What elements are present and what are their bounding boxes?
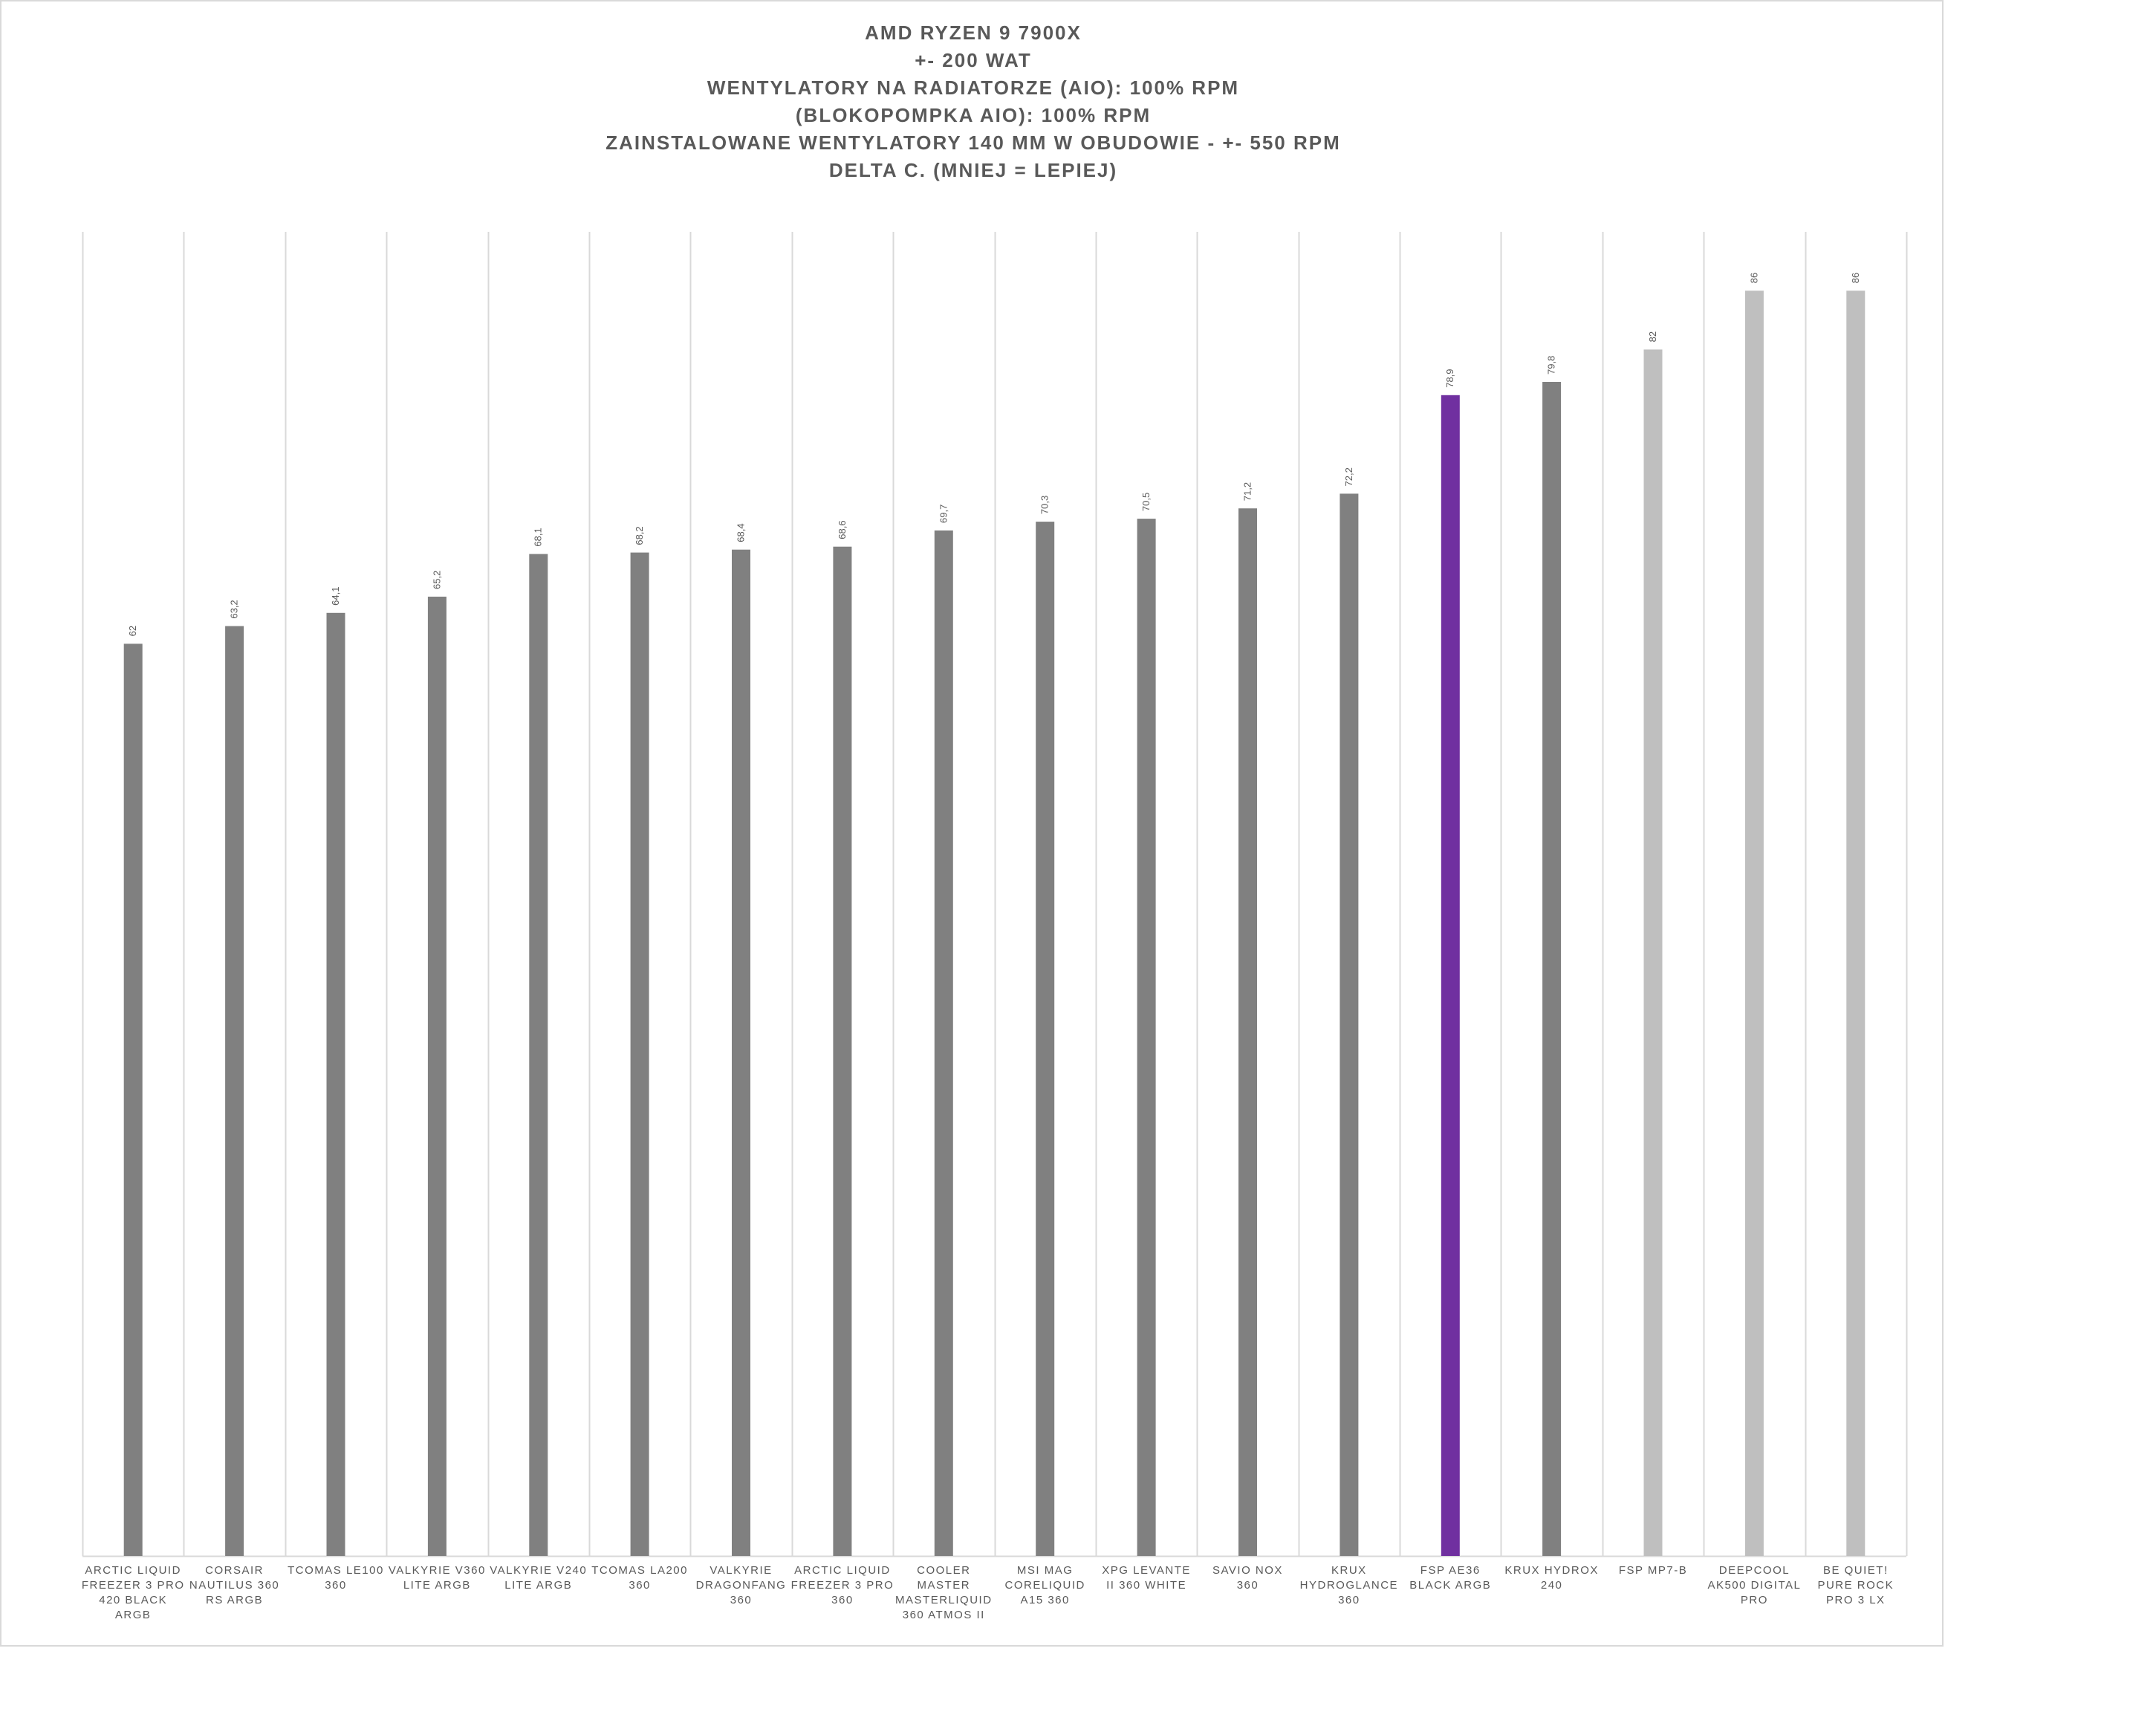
data-label: 82 — [1647, 331, 1658, 342]
data-label: 70,3 — [1039, 496, 1051, 514]
category-label: COOLER MASTER MASTERLIQUID 360 ATMOS II — [895, 1564, 993, 1621]
bar — [1846, 291, 1866, 1557]
bar — [1643, 349, 1663, 1556]
bar — [326, 612, 345, 1556]
category-label: FSP MP7-B — [1619, 1564, 1687, 1577]
category-label: CORSAIR NAUTILUS 360 RS ARGB — [189, 1564, 279, 1606]
category-label: KRUX HYDROX 240 — [1504, 1564, 1599, 1592]
data-label: 64,1 — [330, 587, 341, 606]
category-label: XPG LEVANTE II 360 WHITE — [1102, 1564, 1191, 1592]
category-label: TCOMAS LE100 360 — [288, 1564, 384, 1592]
chart-frame: AMD RYZEN 9 7900X +- 200 WAT WENTYLATORY… — [0, 0, 1944, 1647]
data-label: 78,9 — [1444, 369, 1455, 387]
title-line-5: ZAINSTALOWANE WENTYLATORY 140 MM W OBUDO… — [605, 132, 1341, 154]
bar — [1542, 382, 1562, 1556]
bar — [123, 643, 143, 1556]
title-line-4: (BLOKOPOMPKA AIO): 100% RPM — [795, 104, 1152, 126]
data-label: 69,7 — [938, 505, 949, 523]
bar — [427, 597, 447, 1556]
category-label: SAVIO NOX 360 — [1212, 1564, 1283, 1592]
value-labels: 62 63,2 64,1 65,2 68,1 68,2 68,4 68,6 69,7 70,3 70… — [127, 273, 1861, 637]
bar — [1340, 493, 1359, 1556]
bar — [833, 546, 852, 1557]
bar — [1441, 395, 1460, 1556]
data-label: 86 — [1850, 273, 1861, 283]
data-label: 68,4 — [736, 523, 747, 542]
category-label: DEEPCOOL AK500 DIGITAL PRO — [1707, 1564, 1801, 1606]
data-label: 70,5 — [1140, 493, 1152, 511]
category-label: VALKYRIE DRAGONFANG 360 — [696, 1564, 787, 1606]
title-line-3: WENTYLATORY NA RADIATORZE (AIO): 100% RP… — [707, 77, 1240, 99]
bar — [529, 554, 548, 1556]
data-label: 71,2 — [1241, 482, 1253, 501]
title-line-1: AMD RYZEN 9 7900X — [865, 22, 1082, 44]
category-label: VALKYRIE V240 LITE ARGB — [490, 1564, 587, 1592]
category-label: KRUX HYDROGLANCE 360 — [1300, 1564, 1398, 1606]
bar — [630, 552, 649, 1556]
data-label: 62 — [127, 626, 138, 636]
bar-chart: 62 63,2 64,1 65,2 68,1 68,2 68,4 68,6 69,7 70,3 70… — [82, 232, 1908, 1621]
data-label: 63,2 — [229, 600, 240, 618]
category-label: FSP AE36 BLACK ARGB — [1409, 1564, 1491, 1592]
bar — [1238, 508, 1257, 1557]
category-label: ARCTIC LIQUID FREEZER 3 PRO 420 BLACK ARGB — [82, 1564, 185, 1621]
category-label: ARCTIC LIQUID FREEZER 3 PRO 360 — [791, 1564, 894, 1606]
data-label: 68,6 — [837, 520, 848, 539]
data-label: 79,8 — [1546, 356, 1557, 374]
gridlines — [82, 232, 1908, 1557]
category-label: VALKYRIE V360 LITE ARGB — [389, 1564, 486, 1592]
category-label: TCOMAS LA200 360 — [591, 1564, 688, 1592]
bar — [1137, 519, 1156, 1556]
bar — [1744, 291, 1764, 1557]
bar — [1036, 522, 1055, 1556]
data-label: 72,2 — [1343, 467, 1354, 486]
bar — [225, 626, 244, 1556]
title-line-2: +- 200 WAT — [915, 49, 1032, 71]
bars — [123, 291, 1866, 1557]
category-label: MSI MAG CORELIQUID A15 360 — [1005, 1564, 1085, 1606]
data-label: 86 — [1748, 273, 1759, 283]
title-line-6: DELTA C. (MNIEJ = LEPIEJ) — [828, 159, 1118, 181]
bar — [934, 530, 953, 1556]
bar — [732, 549, 750, 1557]
data-label: 68,1 — [533, 528, 544, 546]
category-label: BE QUIET! PURE ROCK PRO 3 LX — [1817, 1564, 1894, 1606]
chart-title: AMD RYZEN 9 7900X +- 200 WAT WENTYLATORY… — [1, 19, 1945, 184]
data-label: 68,2 — [634, 526, 645, 545]
data-label: 65,2 — [431, 571, 442, 589]
category-labels: ARCTIC LIQUID FREEZER 3 PRO 420 BLACK ARGBC… — [82, 1564, 1894, 1621]
